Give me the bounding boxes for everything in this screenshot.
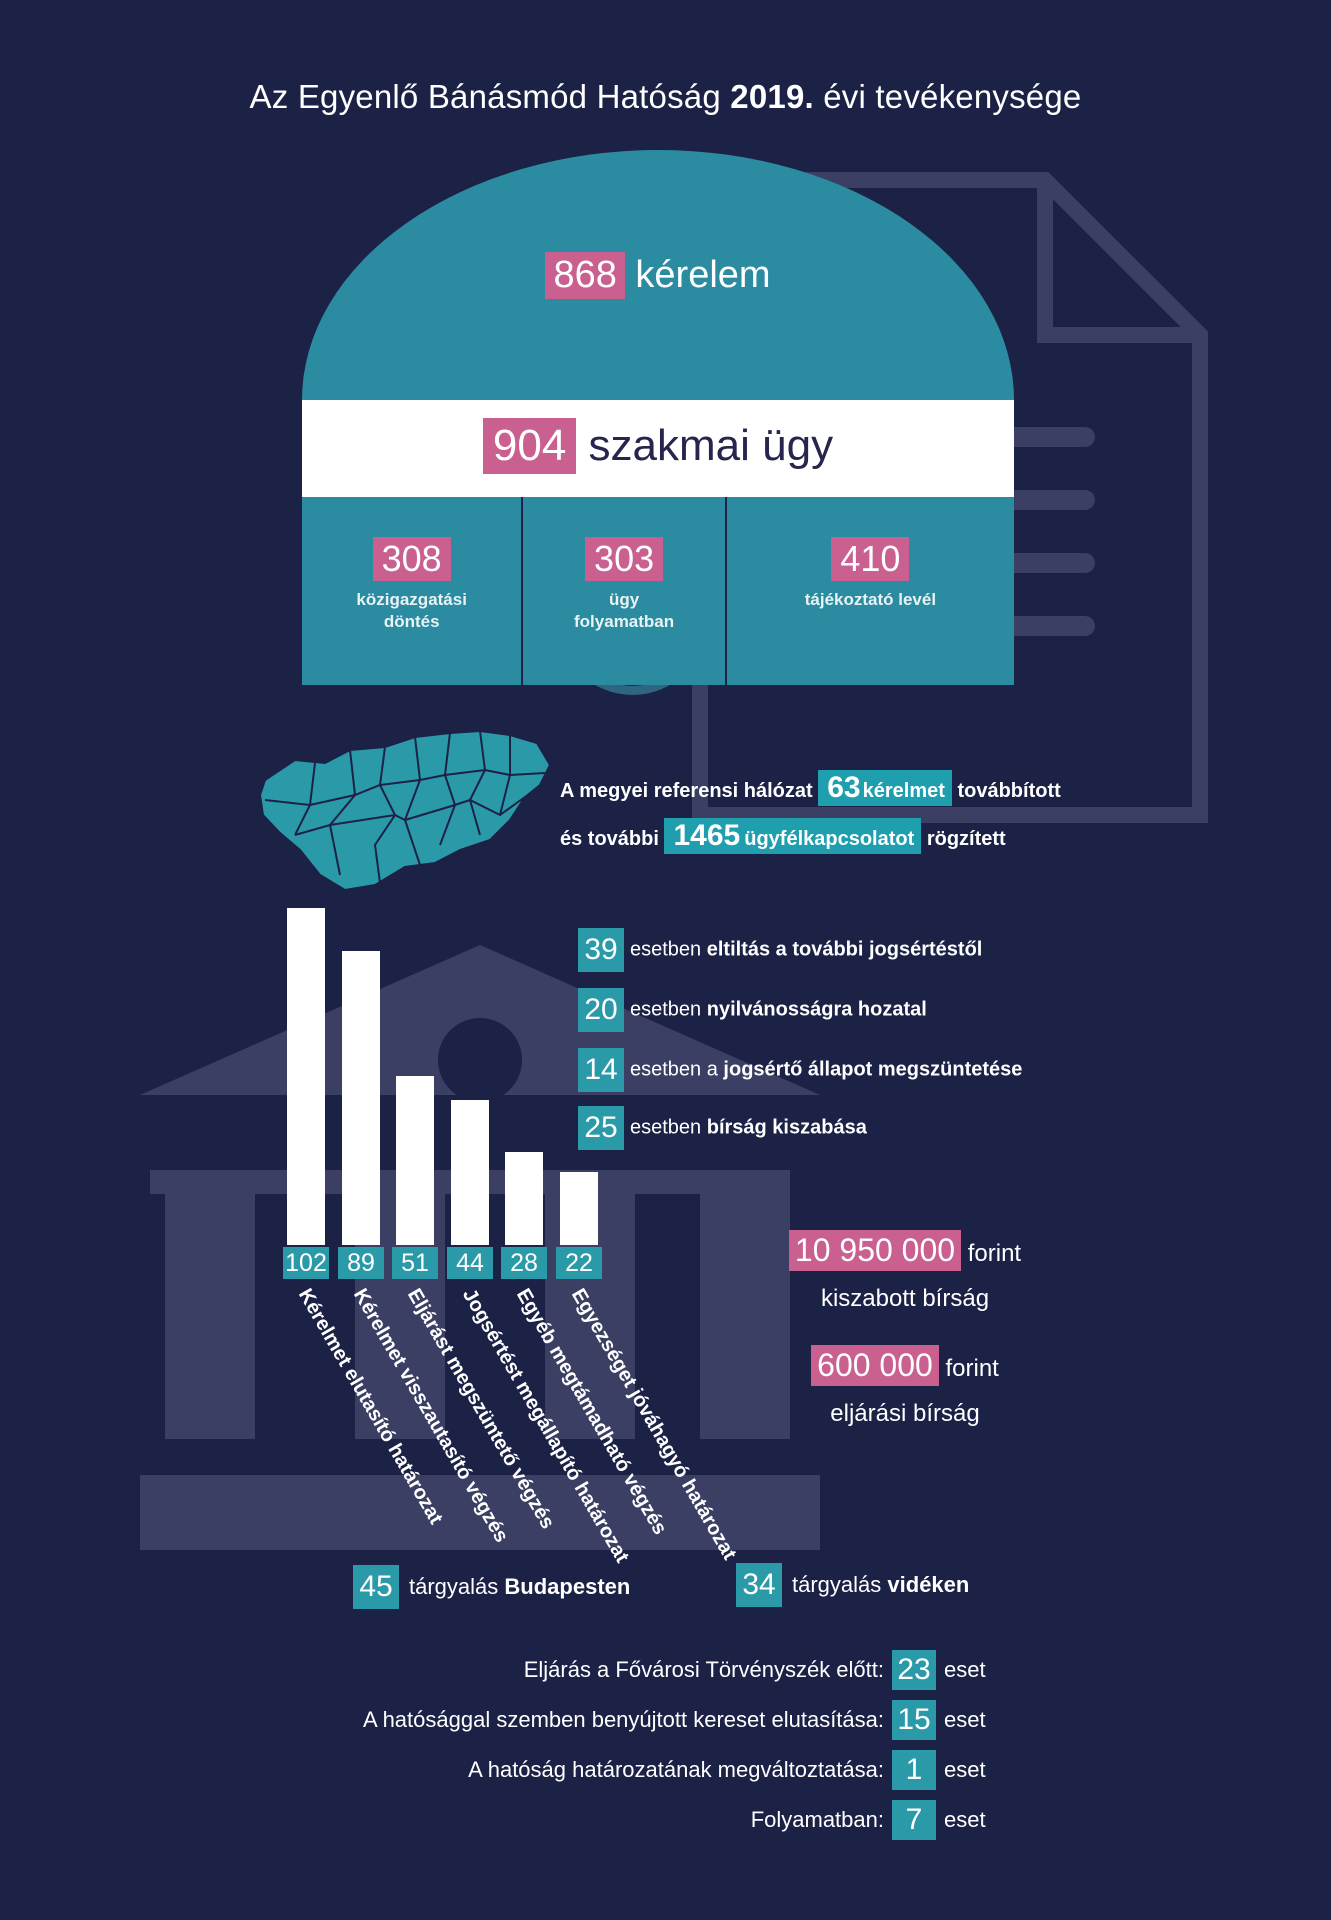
sanction-3-bold: jogsértő állapot megszüntetése (723, 1058, 1023, 1081)
court-stats: Eljárás a Fővárosi Törvényszék előtt: 23… (200, 1645, 990, 1845)
court-row-1-label: Eljárás a Fővárosi Törvényszék előtt: (523, 1657, 884, 1682)
in-progress-value: 303 (585, 537, 664, 581)
sanction-row-4: 25 esetben bírság kiszabása (578, 1106, 867, 1150)
network-requests-highlight: kérelmet (862, 780, 945, 802)
court-row-3-label: A hatóság határozatának megváltoztatása: (468, 1757, 884, 1782)
sanction-2-value: 20 (578, 988, 624, 1032)
column-letters: 410 tájékoztató levél (727, 497, 1014, 685)
network-line-2-prefix: és további (560, 828, 659, 850)
hearing-budapest-bold: Budapesten (504, 1574, 631, 1599)
court-row-3: A hatóság határozatának megváltoztatása:… (200, 1745, 990, 1795)
network-contacts-highlight: ügyfélkapcsolatot (744, 828, 915, 850)
fine-2-value: 600 000 (811, 1345, 939, 1386)
hearing-countryside-bold: vidéken (887, 1572, 970, 1597)
sanction-3-value: 14 (578, 1048, 624, 1092)
sanction-row-3: 14 esetben a jogsértő állapot megszünteté… (578, 1048, 1022, 1092)
requests-label: 868 kérelem (302, 252, 1014, 299)
court-row-2-value: 15 (892, 1700, 936, 1740)
sanction-4-bold: bírság kiszabása (706, 1116, 867, 1139)
hearing-budapest-pre: tárgyalás (409, 1574, 499, 1599)
court-row-1-value: 23 (892, 1650, 936, 1690)
sanction-1-bold: eltiltás a további jogsértéstől (706, 938, 983, 961)
court-row-1-unit: eset (944, 1657, 986, 1682)
sanction-row-2: 20 esetben nyilvánosságra hozatal (578, 988, 927, 1032)
court-row-2-label: A hatósággal szemben benyújtott kereset … (363, 1707, 884, 1732)
sanction-row-1: 39 esetben eltiltás a további jogsértéstő… (578, 928, 982, 972)
cases-value: 904 (482, 418, 577, 474)
letters-value: 410 (831, 537, 910, 581)
page-title: Az Egyenlő Bánásmód Hatóság 2019. évi te… (249, 78, 1082, 115)
network-contacts-value: 1465 (673, 819, 741, 852)
sanction-2-pre: esetben (630, 998, 702, 1021)
in-progress-label-2: folyamatban (574, 612, 675, 631)
court-row-2: A hatósággal szemben benyújtott kereset … (200, 1695, 990, 1745)
decisions-label-1: közigazgatási (356, 590, 467, 609)
hearing-budapest-value: 45 (353, 1565, 399, 1609)
letters-label-1: tájékoztató levél (804, 590, 937, 609)
court-row-3-value: 1 (892, 1750, 936, 1790)
network-line-1-suffix: továbbított (957, 780, 1061, 802)
fine-2: 600 000 forint eljárási bírság (760, 1345, 1050, 1428)
fine-1-value: 10 950 000 (788, 1230, 962, 1271)
requests-value: 868 (545, 252, 625, 299)
court-row-1: Eljárás a Fővárosi Törvényszék előtt: 23… (200, 1645, 990, 1695)
in-progress-label-1: ügy (608, 590, 640, 609)
hearing-countryside-pre: tárgyalás (792, 1572, 882, 1597)
column-in-progress: 303 ügy folyamatban (523, 497, 727, 685)
court-row-4-unit: eset (944, 1807, 986, 1832)
fine-2-unit: forint (945, 1355, 999, 1382)
court-row-2-unit: eset (944, 1707, 986, 1732)
cases-label: 904 szakmai ügy (302, 418, 1014, 474)
court-row-4-value: 7 (892, 1800, 936, 1840)
sanction-4-value: 25 (578, 1106, 624, 1150)
sanction-1-value: 39 (578, 928, 624, 972)
column-decisions: 308 közigazgatási döntés (302, 497, 524, 685)
fine-1: 10 950 000 forint kiszabott bírság (760, 1230, 1050, 1313)
sanction-1-pre: esetben (630, 938, 702, 961)
court-row-4: Folyamatban: 7 eset (200, 1795, 990, 1845)
network-line-2: és további 1465 ügyfélkapcsolatot rögzíte… (560, 818, 1006, 854)
sanction-2-bold: nyilvánosságra hozatal (706, 998, 927, 1021)
hearing-countryside: 34 tárgyalás vidéken (736, 1563, 969, 1607)
fine-1-label: kiszabott bírság (820, 1285, 990, 1312)
network-requests-value: 63 (827, 771, 861, 804)
hungary-map-icon (258, 729, 552, 892)
sanction-3-pre: esetben a (630, 1058, 718, 1081)
courthouse-circle-icon (438, 1018, 522, 1102)
court-row-4-label: Folyamatban: (750, 1807, 884, 1832)
case-columns: 308 közigazgatási döntés 303 ügy folyamatb… (302, 497, 1014, 685)
court-row-3-unit: eset (944, 1757, 986, 1782)
fine-2-label: eljárási bírság (830, 1400, 980, 1427)
network-line-2-suffix: rögzített (926, 828, 1006, 850)
hearing-budapest: 45 tárgyalás Budapesten (353, 1565, 630, 1609)
cases-band (302, 400, 1014, 497)
decisions-label-2: döntés (383, 612, 440, 631)
hearing-countryside-value: 34 (736, 1563, 782, 1607)
network-line-1: A megyei referensi hálózat 63 kérelmet to… (560, 770, 1061, 806)
sanction-4-pre: esetben (630, 1116, 702, 1139)
document-icon (692, 172, 1208, 823)
cases-text: szakmai ügy (588, 421, 834, 470)
requests-text: kérelem (635, 254, 771, 296)
decisions-value: 308 (372, 537, 451, 581)
network-line-1-prefix: A megyei referensi hálózat (560, 780, 813, 802)
fine-1-unit: forint (967, 1240, 1022, 1267)
document-lines-icon (1005, 427, 1095, 636)
